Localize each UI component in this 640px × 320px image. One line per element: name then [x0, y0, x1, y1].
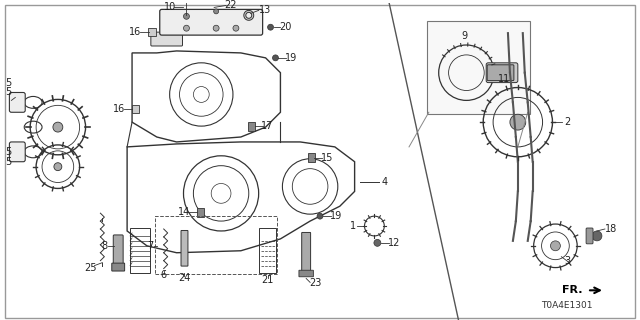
Text: 23: 23 [309, 278, 321, 288]
FancyBboxPatch shape [486, 63, 518, 83]
Text: 5: 5 [5, 147, 12, 157]
Text: 21: 21 [261, 276, 274, 285]
Text: 15: 15 [321, 153, 333, 163]
Text: 12: 12 [388, 238, 401, 248]
Circle shape [213, 25, 219, 31]
Text: 4: 4 [381, 177, 387, 187]
Circle shape [374, 239, 381, 246]
Text: 16: 16 [129, 27, 141, 37]
FancyBboxPatch shape [113, 235, 123, 267]
Text: 5: 5 [5, 77, 12, 88]
Text: 3: 3 [564, 256, 570, 266]
Text: 20: 20 [279, 22, 292, 32]
Text: 25: 25 [84, 263, 97, 273]
Circle shape [233, 25, 239, 31]
FancyBboxPatch shape [427, 21, 530, 114]
FancyBboxPatch shape [586, 228, 593, 244]
FancyBboxPatch shape [112, 263, 125, 271]
FancyBboxPatch shape [151, 32, 182, 46]
Text: 13: 13 [259, 5, 271, 15]
Text: 16: 16 [113, 104, 125, 114]
Text: 2: 2 [564, 117, 570, 127]
FancyBboxPatch shape [5, 5, 635, 318]
Circle shape [317, 213, 323, 219]
Circle shape [53, 122, 63, 132]
FancyBboxPatch shape [160, 9, 262, 35]
FancyBboxPatch shape [10, 92, 25, 112]
Text: 19: 19 [285, 53, 298, 63]
Text: 11: 11 [498, 74, 510, 84]
FancyBboxPatch shape [301, 232, 310, 273]
Circle shape [54, 163, 62, 171]
Text: 24: 24 [179, 274, 191, 284]
Text: FR.: FR. [562, 285, 582, 295]
Text: 22: 22 [225, 0, 237, 11]
Circle shape [592, 231, 602, 241]
Text: 7: 7 [147, 241, 153, 251]
FancyBboxPatch shape [181, 230, 188, 266]
FancyBboxPatch shape [132, 105, 140, 113]
Circle shape [510, 114, 525, 130]
Text: T0A4E1301: T0A4E1301 [541, 301, 593, 310]
FancyBboxPatch shape [308, 153, 314, 162]
Text: 17: 17 [261, 121, 274, 131]
FancyBboxPatch shape [487, 65, 514, 81]
Circle shape [184, 25, 189, 31]
FancyBboxPatch shape [148, 28, 156, 36]
Text: 19: 19 [330, 211, 342, 221]
Circle shape [184, 13, 189, 19]
FancyBboxPatch shape [248, 122, 255, 131]
Text: 9: 9 [461, 31, 467, 41]
Text: 5: 5 [5, 157, 12, 167]
Circle shape [268, 24, 273, 30]
FancyBboxPatch shape [10, 142, 25, 162]
Circle shape [273, 55, 278, 61]
FancyBboxPatch shape [197, 208, 204, 217]
Text: 6: 6 [161, 270, 167, 281]
Text: 18: 18 [605, 224, 617, 234]
Text: 10: 10 [163, 3, 176, 12]
FancyBboxPatch shape [299, 270, 314, 277]
Circle shape [550, 241, 561, 251]
Text: 8: 8 [101, 241, 108, 251]
Circle shape [214, 9, 219, 14]
Text: 1: 1 [349, 221, 356, 231]
Text: 14: 14 [179, 207, 191, 217]
Text: 5: 5 [5, 87, 12, 98]
